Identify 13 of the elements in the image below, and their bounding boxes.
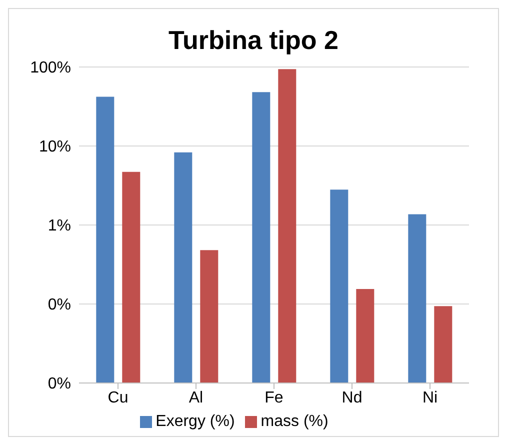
y-tick-label: 100%	[30, 60, 71, 77]
legend-label: Exergy (%)	[156, 413, 235, 430]
y-tick-label: 0%	[48, 296, 71, 314]
legend-label: mass (%)	[260, 413, 328, 430]
x-tick-label: Ni	[422, 389, 438, 406]
y-tick-label: 1%	[48, 218, 71, 235]
chart-title: Turbina tipo 2	[168, 25, 340, 57]
y-tick-label: 10%	[38, 138, 71, 156]
x-tick-label: Al	[188, 389, 204, 406]
y-tick-label: 0%	[48, 376, 71, 393]
x-tick-label: Cu	[108, 389, 128, 406]
x-tick-label: Fe	[264, 389, 284, 406]
x-tick-label: Nd	[342, 389, 362, 406]
